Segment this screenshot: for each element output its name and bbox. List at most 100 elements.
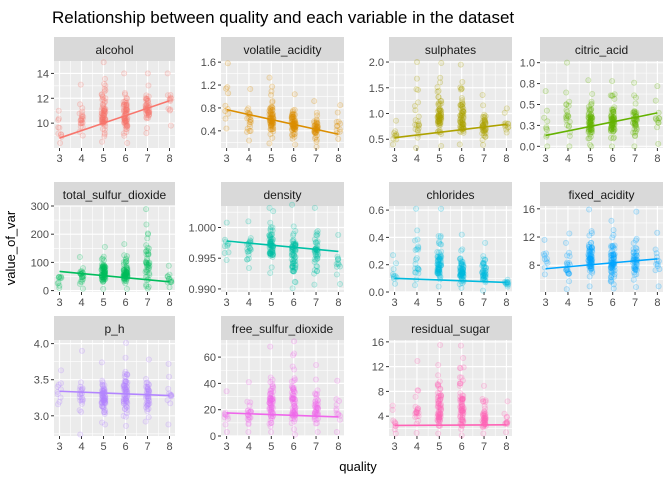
data-point	[145, 97, 152, 104]
data-point	[145, 93, 152, 100]
data-point	[291, 278, 298, 285]
data-point	[438, 248, 445, 255]
data-point	[121, 99, 128, 106]
data-point	[414, 127, 421, 134]
data-point	[102, 87, 109, 94]
data-point	[57, 140, 64, 147]
data-point	[270, 123, 277, 130]
data-point	[55, 124, 62, 131]
data-point	[269, 111, 276, 118]
data-point	[122, 106, 129, 113]
data-point	[269, 112, 276, 119]
x-tick-label: 3	[224, 441, 230, 453]
data-point	[122, 107, 129, 114]
data-point	[435, 400, 442, 407]
data-point	[311, 135, 318, 142]
data-point	[269, 224, 276, 231]
data-point	[290, 377, 297, 384]
data-point	[99, 101, 106, 108]
y-tick-label: 40	[204, 378, 216, 390]
data-point	[164, 70, 171, 77]
data-point	[144, 402, 151, 409]
data-point	[268, 103, 275, 110]
data-point	[268, 401, 275, 408]
y-tick-label: 20	[204, 405, 216, 417]
data-point	[631, 143, 638, 150]
x-tick-label: 5	[100, 153, 106, 165]
x-tick-label: 5	[100, 441, 106, 453]
facet-strip-label: fixed_acidity	[568, 188, 634, 202]
data-point	[269, 111, 276, 118]
y-tick-label: 0.4	[201, 126, 216, 138]
facet-strip	[221, 37, 344, 61]
panel-fixed_acidity: fixed_acidity 8 12 16 3 4 5 6 7 8	[523, 182, 663, 309]
y-tick-label: 1.0	[369, 109, 384, 121]
data-point	[123, 94, 130, 101]
data-point	[120, 106, 127, 113]
x-tick-label: 8	[654, 153, 660, 165]
data-point	[541, 236, 548, 243]
data-point	[245, 105, 252, 112]
data-point	[437, 121, 444, 128]
data-point	[101, 113, 108, 120]
data-point	[289, 108, 296, 115]
data-point	[588, 253, 595, 260]
data-point	[291, 126, 298, 133]
data-point	[313, 116, 320, 123]
data-point	[457, 122, 464, 129]
panel-chlorides: chlorides 0.0 0.2 0.4 0.6 3 4 5 6 7 8	[369, 182, 512, 309]
data-point	[165, 262, 172, 269]
data-point	[333, 429, 340, 436]
data-point	[503, 413, 510, 420]
data-point	[145, 112, 152, 119]
data-point	[102, 108, 109, 115]
x-tick-label: 5	[587, 153, 593, 165]
data-point	[165, 421, 172, 428]
y-tick-label: 300	[31, 201, 49, 213]
data-point	[269, 104, 276, 111]
x-tick-label: 6	[459, 297, 465, 309]
data-point	[544, 143, 551, 150]
y-tick-label: 1.2	[201, 80, 216, 92]
data-point	[289, 111, 296, 118]
data-point	[98, 116, 105, 123]
data-point	[437, 98, 444, 105]
data-point	[145, 414, 152, 421]
data-point	[290, 407, 297, 414]
data-point	[311, 98, 318, 105]
data-point	[589, 90, 596, 97]
data-point	[99, 94, 106, 101]
data-point	[99, 111, 106, 118]
data-point	[413, 75, 420, 82]
data-point	[541, 256, 548, 263]
data-point	[120, 130, 127, 137]
data-point	[435, 112, 442, 119]
data-point	[434, 114, 441, 121]
data-point	[267, 108, 274, 115]
data-point	[246, 137, 253, 144]
data-point	[435, 264, 442, 271]
data-point	[311, 258, 318, 265]
data-point	[459, 120, 466, 127]
data-point	[121, 101, 128, 108]
data-point	[56, 124, 63, 131]
data-point	[456, 255, 463, 262]
data-point	[224, 84, 231, 91]
data-point	[414, 358, 421, 365]
data-point	[434, 120, 441, 127]
y-tick-label: 1.5	[369, 83, 384, 95]
data-point	[459, 103, 466, 110]
facet-strip-label: citric_acid	[575, 43, 628, 57]
x-tick-label: 7	[481, 441, 487, 453]
data-point	[222, 108, 229, 115]
data-point	[123, 106, 130, 113]
data-point	[438, 60, 445, 67]
data-point	[267, 374, 274, 381]
data-point	[586, 283, 593, 290]
data-point	[145, 381, 152, 388]
data-point	[656, 266, 663, 273]
y-tick-label: 60	[204, 352, 216, 364]
data-point	[76, 110, 83, 117]
data-point	[458, 85, 465, 92]
